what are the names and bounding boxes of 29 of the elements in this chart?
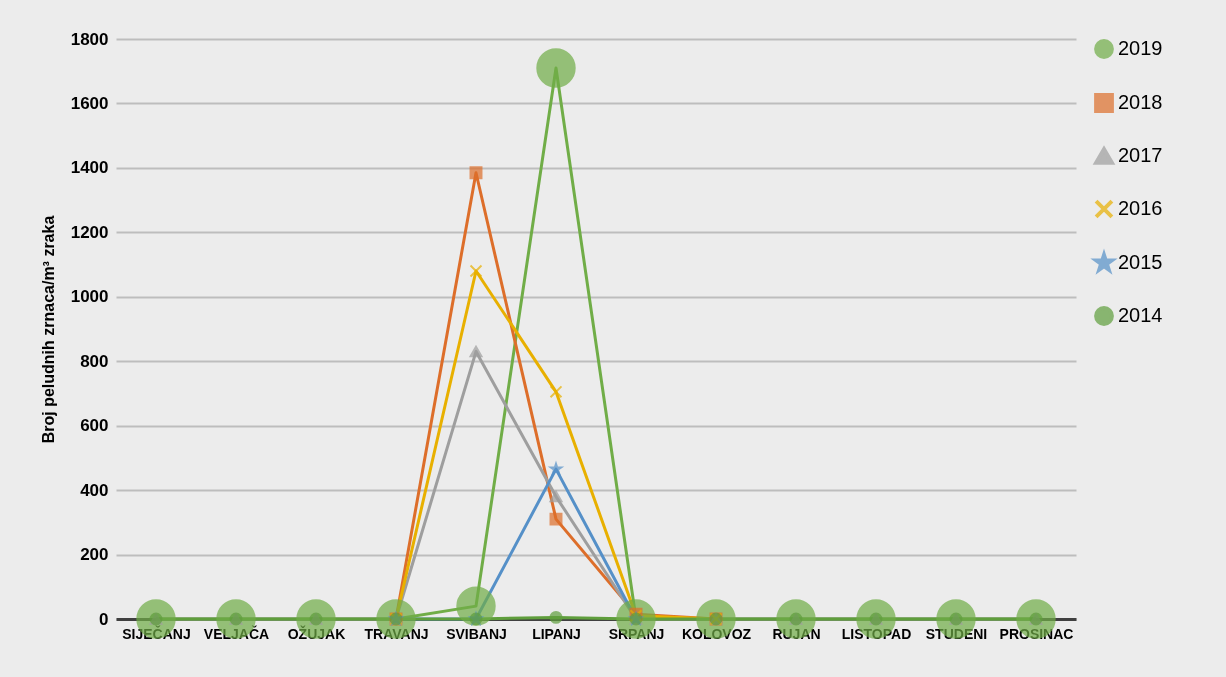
x-tick-label: STUDENI bbox=[925, 625, 988, 642]
x-tick-label: SRPANJ bbox=[608, 625, 665, 642]
y-tick-label: 1800 bbox=[70, 29, 109, 49]
x-tick-label: RUJAN bbox=[772, 625, 821, 642]
x-tick-label: LISTOPAD bbox=[841, 625, 912, 642]
legend-label: 2015 bbox=[1118, 251, 1163, 273]
x-tick-label: TRAVANJ bbox=[364, 625, 429, 642]
legend-label: 2016 bbox=[1118, 197, 1163, 219]
x-tick-label: SIJEČANJ bbox=[122, 624, 191, 642]
legend-label: 2017 bbox=[1118, 144, 1163, 166]
legend-label: 2019 bbox=[1118, 37, 1163, 59]
x-tick-label: PROSINAC bbox=[999, 625, 1074, 642]
legend-label: 2018 bbox=[1118, 91, 1163, 113]
y-axis-title: Broj peludnih zrnaca/m³ zraka bbox=[39, 215, 57, 444]
x-tick-label: KOLOVOZ bbox=[681, 625, 752, 642]
y-tick-label: 1400 bbox=[70, 158, 109, 178]
x-tick-label: VELJAČA bbox=[203, 624, 270, 642]
y-tick-label: 1000 bbox=[70, 287, 109, 307]
y-tick-label: 0 bbox=[99, 609, 109, 629]
y-tick-label: 600 bbox=[80, 416, 109, 436]
y-tick-label: 1600 bbox=[70, 93, 109, 113]
y-tick-label: 200 bbox=[80, 545, 109, 565]
y-tick-label: 800 bbox=[80, 351, 109, 371]
x-tick-label: SVIBANJ bbox=[446, 625, 507, 642]
legend-label: 2014 bbox=[1118, 304, 1163, 326]
y-tick-label: 1200 bbox=[70, 222, 109, 242]
x-tick-label: LIPANJ bbox=[532, 625, 581, 642]
x-tick-label: OŽUJAK bbox=[287, 624, 346, 642]
y-tick-label: 400 bbox=[80, 480, 109, 500]
